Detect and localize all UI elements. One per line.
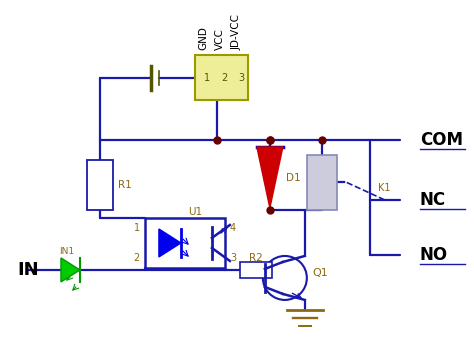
Text: 4: 4 [230, 223, 236, 233]
Bar [195, 55, 248, 100]
Polygon shape [61, 258, 80, 282]
Polygon shape [257, 147, 283, 208]
Text: 3: 3 [230, 253, 236, 263]
Text: IN1: IN1 [59, 247, 74, 256]
Text: COM: COM [420, 131, 463, 149]
Text: D1: D1 [286, 173, 301, 183]
Text: R2: R2 [249, 253, 263, 263]
Text: VCC: VCC [215, 28, 225, 50]
Bar [240, 262, 272, 278]
Text: 1: 1 [204, 72, 210, 83]
Bar [87, 160, 113, 210]
Text: U1: U1 [188, 207, 202, 217]
Text: 2: 2 [134, 253, 140, 263]
Text: Q1: Q1 [313, 268, 328, 278]
Text: IN: IN [17, 261, 38, 279]
Text: GND: GND [198, 26, 208, 50]
Bar [145, 218, 225, 268]
Text: 1: 1 [134, 223, 140, 233]
Text: NO: NO [420, 246, 448, 264]
Circle shape [263, 256, 307, 300]
Text: JD-VCC: JD-VCC [232, 14, 242, 50]
Text: 2: 2 [221, 72, 227, 83]
Text: K1: K1 [378, 183, 390, 193]
Text: R1: R1 [118, 180, 132, 190]
Text: 3: 3 [238, 72, 244, 83]
Polygon shape [159, 229, 181, 257]
Bar [307, 155, 337, 210]
Text: NC: NC [420, 191, 446, 209]
